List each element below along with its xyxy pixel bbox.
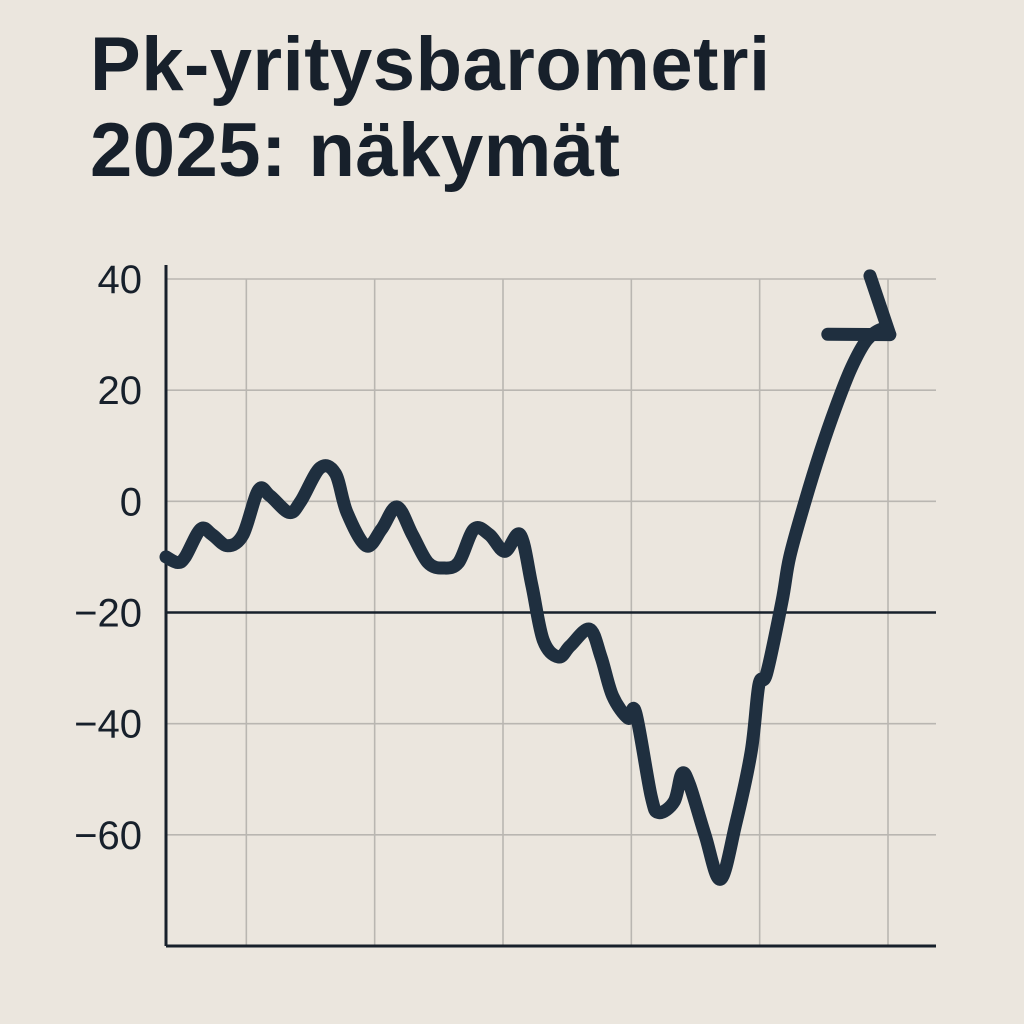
y-tick-label: 20 [98,369,143,413]
chart-title: Pk-yritysbarometri 2025: näkymät [90,22,990,194]
series-group [159,269,897,886]
y-tick-label: −60 [74,814,142,858]
y-tick-label: 40 [98,258,143,302]
y-axis-ticks: 40 20 0 −20 −40 −60 [74,258,142,858]
arrow-head-icon [821,269,897,342]
axes [164,265,936,948]
y-tick-label: 0 [120,480,142,524]
y-tick-label: −20 [74,592,142,636]
y-tick-label: −40 [74,703,142,747]
series-line [159,322,897,886]
chart-title-line-2: 2025: näkymät [90,108,621,193]
chart-title-line-1: Pk-yritysbarometri [90,22,771,107]
